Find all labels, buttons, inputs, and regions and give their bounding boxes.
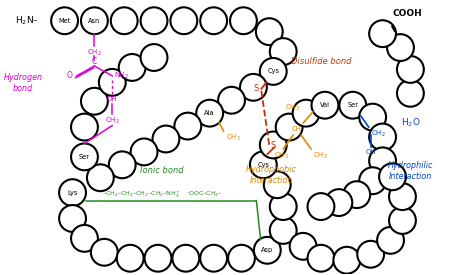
- Text: NH$_2$: NH$_2$: [114, 71, 129, 81]
- Text: CH$_2$: CH$_2$: [371, 129, 385, 139]
- Circle shape: [230, 7, 257, 34]
- Circle shape: [359, 167, 386, 194]
- Circle shape: [270, 193, 297, 220]
- Circle shape: [119, 54, 146, 81]
- Circle shape: [145, 245, 172, 272]
- Circle shape: [81, 88, 108, 115]
- Circle shape: [260, 58, 287, 85]
- Circle shape: [71, 144, 98, 170]
- Text: Hydrogen
bond: Hydrogen bond: [3, 73, 42, 94]
- Circle shape: [308, 193, 334, 220]
- Circle shape: [290, 233, 317, 260]
- Circle shape: [117, 245, 144, 272]
- Circle shape: [109, 152, 136, 178]
- Circle shape: [200, 245, 227, 272]
- Circle shape: [276, 114, 302, 141]
- Circle shape: [91, 239, 118, 266]
- Text: C: C: [92, 57, 97, 67]
- Text: Asn: Asn: [88, 18, 100, 24]
- Text: CH$_3$: CH$_3$: [274, 151, 289, 161]
- Circle shape: [153, 126, 179, 152]
- Circle shape: [240, 74, 267, 101]
- Circle shape: [174, 113, 201, 139]
- Circle shape: [308, 245, 334, 272]
- Circle shape: [171, 7, 197, 34]
- Text: CH$_2$: CH$_2$: [87, 48, 102, 58]
- Text: H$_2$N–: H$_2$N–: [15, 15, 39, 27]
- Circle shape: [343, 181, 370, 208]
- Circle shape: [339, 92, 366, 119]
- Circle shape: [369, 147, 396, 174]
- Circle shape: [131, 139, 157, 165]
- Text: CH$_2$: CH$_2$: [105, 116, 120, 126]
- Circle shape: [71, 225, 98, 252]
- Text: COOH: COOH: [392, 9, 422, 18]
- Text: Cys: Cys: [267, 68, 279, 75]
- Circle shape: [141, 7, 167, 34]
- Circle shape: [389, 207, 416, 234]
- Circle shape: [196, 100, 223, 127]
- Circle shape: [260, 131, 287, 158]
- Circle shape: [389, 183, 416, 210]
- Text: Val: Val: [320, 102, 330, 108]
- Text: S: S: [270, 141, 275, 150]
- Circle shape: [264, 171, 291, 198]
- Circle shape: [228, 245, 255, 272]
- Text: S: S: [253, 84, 258, 93]
- Circle shape: [59, 179, 86, 206]
- Circle shape: [71, 114, 98, 141]
- Circle shape: [333, 247, 360, 274]
- Circle shape: [250, 152, 277, 178]
- Text: OH: OH: [107, 96, 118, 102]
- Circle shape: [292, 100, 319, 127]
- Circle shape: [111, 7, 137, 34]
- Circle shape: [379, 163, 406, 190]
- Circle shape: [256, 18, 283, 45]
- Circle shape: [357, 241, 384, 268]
- Circle shape: [254, 237, 281, 264]
- Circle shape: [359, 104, 386, 131]
- Circle shape: [387, 34, 414, 61]
- Text: Hydrophilic
Interaction: Hydrophilic Interaction: [388, 161, 433, 181]
- Circle shape: [270, 38, 297, 65]
- Circle shape: [99, 69, 126, 96]
- Text: CH$_3$: CH$_3$: [313, 151, 328, 161]
- Text: O: O: [67, 72, 73, 80]
- Text: Ionic bond: Ionic bond: [140, 166, 184, 175]
- Circle shape: [141, 44, 167, 71]
- Text: –CH$_2$–CH$_2$–CH$_2$–CH$_2$–NH$_3^+$   $\cdot$OOC–CH$_2$–: –CH$_2$–CH$_2$–CH$_2$–CH$_2$–NH$_3^+$ $\…: [101, 189, 222, 200]
- Circle shape: [369, 123, 396, 150]
- Text: CH: CH: [292, 126, 302, 132]
- Text: CH$_3$: CH$_3$: [285, 103, 300, 113]
- Text: OH: OH: [365, 149, 376, 155]
- Text: Lys: Lys: [67, 190, 78, 196]
- Text: Ser: Ser: [79, 154, 90, 160]
- Circle shape: [87, 164, 114, 191]
- Text: CH$_3$: CH$_3$: [226, 133, 240, 143]
- Circle shape: [59, 205, 86, 232]
- Circle shape: [270, 217, 297, 244]
- Circle shape: [218, 87, 245, 114]
- Circle shape: [200, 7, 227, 34]
- Text: Cys: Cys: [257, 162, 269, 168]
- Circle shape: [369, 20, 396, 47]
- Circle shape: [397, 56, 424, 83]
- Circle shape: [326, 189, 352, 216]
- Text: H$_2$O: H$_2$O: [401, 117, 420, 129]
- Circle shape: [81, 7, 108, 34]
- Text: Hydrophobic
Interaction: Hydrophobic Interaction: [246, 165, 297, 185]
- Circle shape: [173, 245, 199, 272]
- Circle shape: [51, 7, 78, 34]
- Text: Ser: Ser: [347, 102, 358, 108]
- Circle shape: [377, 227, 404, 254]
- Circle shape: [397, 80, 424, 107]
- Text: Disulfide bond: Disulfide bond: [291, 57, 352, 66]
- Text: Asp: Asp: [261, 247, 273, 253]
- Text: Met: Met: [58, 18, 71, 24]
- Circle shape: [311, 92, 338, 119]
- Text: Ala: Ala: [204, 110, 215, 116]
